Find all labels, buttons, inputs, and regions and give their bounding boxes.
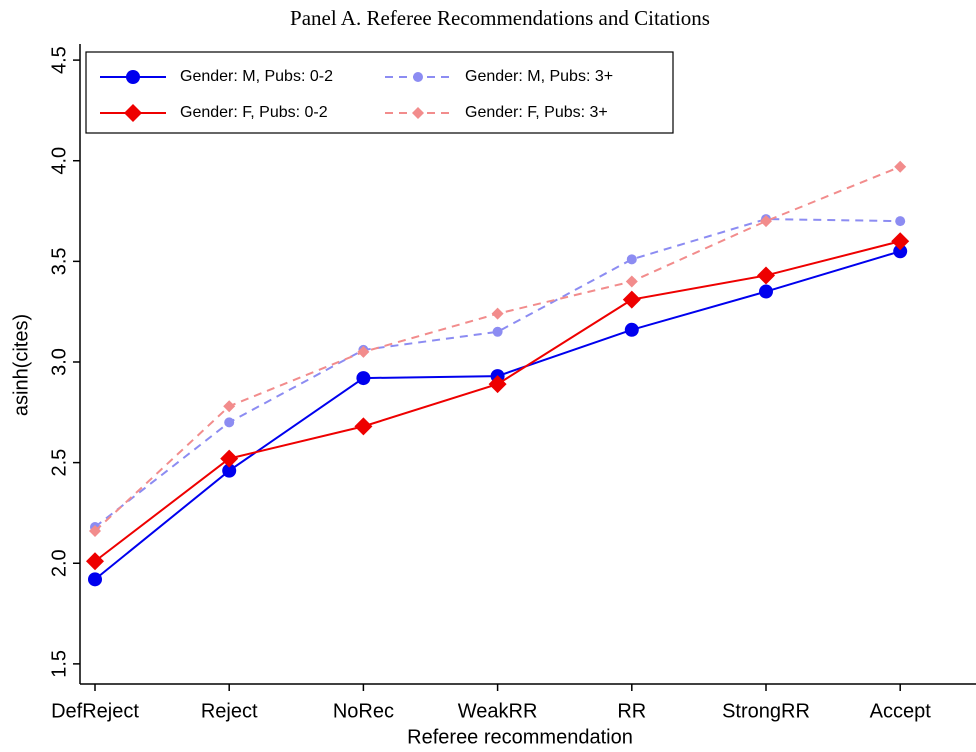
x-axis-label: Referee recommendation xyxy=(407,726,633,748)
x-tick-label: RR xyxy=(617,700,646,722)
data-point xyxy=(895,216,906,227)
x-tick-label: Accept xyxy=(870,700,932,722)
legend-marker xyxy=(124,104,142,122)
legend-text: Gender: M, Pubs: 3+ xyxy=(465,68,613,85)
legend xyxy=(85,51,674,134)
x-tick-label: DefReject xyxy=(51,700,139,722)
y-axis-label: asinh(cites) xyxy=(10,314,32,416)
chart-title: Panel A. Referee Recommendations and Cit… xyxy=(290,6,710,30)
data-point xyxy=(759,284,773,299)
data-point xyxy=(220,449,239,468)
data-point xyxy=(222,463,237,478)
x-tick-label: Reject xyxy=(201,700,258,722)
legend-text: Gender: M, Pubs: 0-2 xyxy=(180,68,333,85)
data-point xyxy=(356,371,371,386)
legend-text: Gender: F, Pubs: 3+ xyxy=(465,104,608,121)
data-point xyxy=(224,417,235,428)
y-tick-label: 4.0 xyxy=(48,147,70,175)
y-tick-label: 4.5 xyxy=(48,46,70,74)
data-point xyxy=(492,326,503,337)
y-tick-label: 1.5 xyxy=(48,650,70,678)
legend-marker xyxy=(413,72,423,82)
data-point xyxy=(624,322,639,337)
y-tick-label: 2.0 xyxy=(48,549,70,577)
legend-marker xyxy=(126,70,140,84)
data-point xyxy=(626,254,637,265)
legend-text: Gender: F, Pubs: 0-2 xyxy=(180,104,328,121)
y-tick-label: 3.0 xyxy=(48,348,70,376)
data-point xyxy=(894,160,907,173)
data-point xyxy=(757,266,775,285)
data-point xyxy=(622,290,641,309)
data-point xyxy=(88,572,102,587)
x-tick-label: NoRec xyxy=(333,700,394,722)
data-point xyxy=(891,232,910,251)
x-tick-label: WeakRR xyxy=(458,700,538,722)
series-line xyxy=(94,165,901,532)
data-point xyxy=(760,215,772,228)
series-line xyxy=(94,250,901,581)
y-tick-label: 2.5 xyxy=(48,449,70,477)
data-point xyxy=(491,307,504,320)
data-point xyxy=(354,417,373,436)
data-point xyxy=(89,525,101,538)
data-point xyxy=(488,375,507,394)
data-point xyxy=(893,244,908,259)
legend-marker xyxy=(412,107,424,119)
x-tick-label: StrongRR xyxy=(722,700,810,722)
data-point xyxy=(357,345,370,358)
y-tick-label: 3.5 xyxy=(48,247,70,275)
series-line xyxy=(94,240,901,563)
data-point xyxy=(86,552,104,571)
data-point xyxy=(223,400,236,413)
data-point xyxy=(625,275,638,288)
